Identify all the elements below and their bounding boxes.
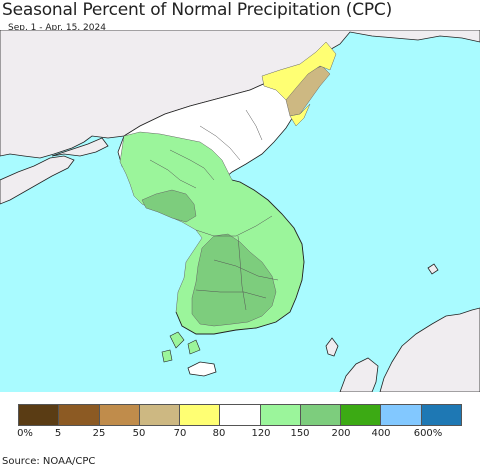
jeju-island xyxy=(187,361,217,377)
page-title: Seasonal Percent of Normal Precipitation… xyxy=(2,0,393,20)
legend-swatch xyxy=(58,405,99,425)
date-range: Sep. 1 - Apr. 15, 2024 xyxy=(8,23,106,33)
legend-swatch xyxy=(219,405,260,425)
legend-swatch xyxy=(380,405,421,425)
dokdo-island xyxy=(427,263,439,275)
precipitation-map xyxy=(0,30,480,392)
legend-tick: 400 xyxy=(371,428,391,439)
legend-tick: 50 xyxy=(132,428,146,439)
dry-region-yellow xyxy=(261,41,337,101)
japan-kyushu xyxy=(339,357,379,392)
legend-swatch xyxy=(19,405,59,425)
liaodong-peninsula xyxy=(51,137,109,157)
legend-swatch xyxy=(259,405,300,425)
province-borders xyxy=(149,109,279,311)
shandong-peninsula xyxy=(0,155,75,205)
legend-tick: 80 xyxy=(212,428,226,439)
japan-land xyxy=(379,307,480,392)
legend-swatch xyxy=(340,405,381,425)
south-korea-outline xyxy=(175,179,305,335)
color-legend xyxy=(18,404,462,426)
legend-swatch xyxy=(420,405,461,425)
dry-region-yellow-east xyxy=(289,103,311,127)
southern-islands xyxy=(161,331,201,363)
legend-tick: 200 xyxy=(331,428,351,439)
tsushima-island xyxy=(325,337,339,357)
legend-tick: 5 xyxy=(54,428,62,439)
legend-swatch xyxy=(98,405,139,425)
legend-ticks: 0% 5 25 50 70 80 120 150 200 400 600% xyxy=(0,428,480,442)
legend-swatch xyxy=(138,405,180,425)
legend-tick: 600% xyxy=(413,428,443,439)
legend-tick: 70 xyxy=(173,428,187,439)
legend-tick: 25 xyxy=(92,428,106,439)
wet-region-200-north xyxy=(141,189,197,223)
legend-tick: 120 xyxy=(251,428,271,439)
source-note: Source: NOAA/CPC xyxy=(2,456,96,467)
legend-tick: 0% xyxy=(17,428,33,439)
legend-swatch xyxy=(299,405,341,425)
legend-swatch xyxy=(179,405,220,425)
wet-region-200 xyxy=(191,233,277,327)
legend-tick: 150 xyxy=(290,428,310,439)
